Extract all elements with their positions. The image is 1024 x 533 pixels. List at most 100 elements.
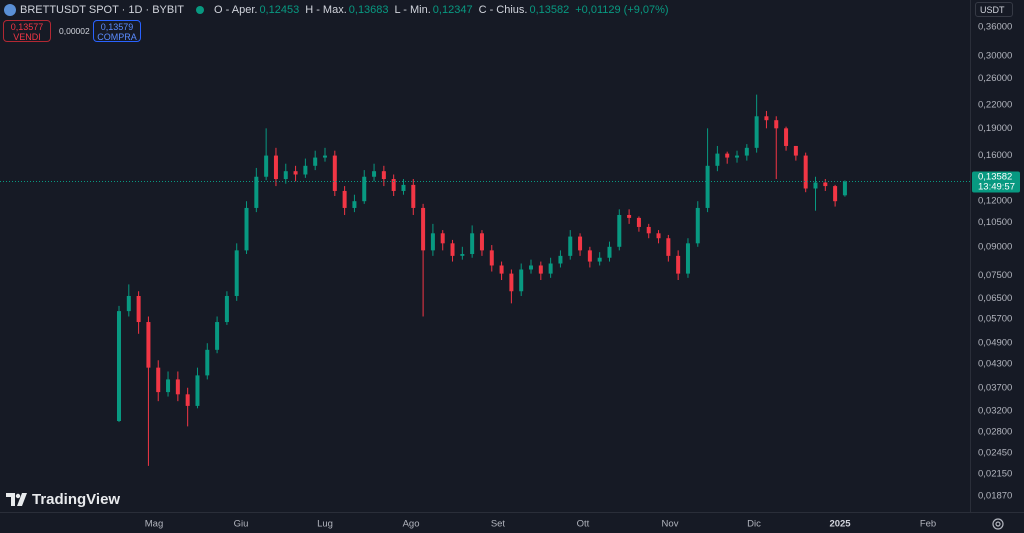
candle-body	[519, 269, 524, 292]
candle-body	[303, 165, 308, 175]
buy-button[interactable]: 0,13579 COMPRA	[93, 20, 141, 42]
candle-body	[116, 311, 121, 422]
candle-body	[499, 265, 504, 274]
y-tick-label: 0,05700	[978, 314, 1012, 325]
candle-body	[735, 155, 740, 158]
currency-button[interactable]: USDT	[975, 2, 1013, 17]
candle-body	[793, 145, 798, 156]
candle-body	[450, 243, 455, 256]
candle-body	[705, 165, 710, 208]
y-tick-label: 0,26000	[978, 73, 1012, 84]
y-tick-label: 0,30000	[978, 50, 1012, 61]
price-tag-countdown: 13:49:57	[978, 182, 1015, 193]
candle-body	[715, 153, 720, 166]
candle-body	[607, 246, 612, 258]
candle-body	[725, 153, 730, 158]
candle-body	[842, 181, 847, 196]
candle-body	[617, 214, 622, 247]
ohlc-label: O - Aper.	[214, 3, 258, 16]
ohlc-value: 0,12453	[259, 3, 300, 16]
candle-body	[283, 171, 288, 180]
candle-body	[342, 190, 347, 208]
ohlc-values: O - Aper. 0,12453 H - Max. 0,13683 L - Min. 0…	[214, 4, 575, 16]
candle-body	[587, 250, 592, 262]
candle-body	[362, 176, 367, 202]
candle-body	[627, 214, 632, 218]
price-tag	[972, 171, 1020, 193]
candle-body	[293, 171, 298, 175]
buy-price: 0,13579	[100, 22, 134, 32]
ohlc-label: L - Min.	[394, 3, 431, 16]
candle-body	[411, 184, 416, 208]
candle-body	[823, 182, 828, 187]
candle-body	[529, 265, 534, 270]
candle-body	[568, 236, 573, 256]
y-tick-label: 0,03700	[978, 382, 1012, 393]
y-tick-label: 0,19000	[978, 123, 1012, 134]
candle-body	[381, 171, 386, 180]
x-tick-label: Mag	[145, 519, 163, 530]
candle-body	[558, 255, 563, 264]
candle-body	[460, 254, 465, 256]
x-tick-label: Lug	[317, 519, 333, 530]
x-tick-label: Giu	[234, 519, 249, 530]
candle-body	[803, 155, 808, 189]
candle-body	[833, 186, 838, 202]
y-tick-label: 0,01870	[978, 490, 1012, 501]
ohlc-value: 0,13683	[348, 3, 389, 16]
candle-body	[578, 236, 583, 251]
candle-body	[666, 238, 671, 256]
ohlc-value: 0,13582	[529, 3, 570, 16]
candle-body	[372, 171, 377, 177]
candle-body	[656, 233, 661, 239]
y-tick-label: 0,06500	[978, 293, 1012, 304]
candle-body	[401, 184, 406, 191]
candle-body	[695, 207, 700, 244]
candle-body	[479, 233, 484, 251]
legend-header: BRETTUSDT SPOT · 1D · BYBIT O - Aper. 0,1…	[4, 2, 675, 17]
x-tick-label: Nov	[662, 519, 679, 530]
y-tick-label: 0,36000	[978, 22, 1012, 33]
candle-body	[636, 217, 641, 227]
candle-body	[264, 155, 269, 177]
candle-body	[313, 157, 318, 166]
sell-label: VENDI	[13, 32, 41, 42]
symbol-logo	[4, 3, 16, 16]
ohlc-value: 0,12347	[432, 3, 473, 16]
candle-body	[676, 255, 681, 274]
symbol-title[interactable]: BRETTUSDT SPOT · 1D · BYBIT	[20, 3, 185, 16]
candle-body	[430, 233, 435, 251]
candle-body	[813, 182, 818, 189]
candles	[116, 94, 847, 466]
candle-body	[175, 379, 180, 395]
candle-body	[146, 322, 151, 368]
candle-body	[538, 265, 543, 274]
candle-body	[156, 367, 161, 393]
settings-icon[interactable]	[992, 518, 1004, 530]
candle-body	[136, 295, 141, 323]
candle-body	[195, 375, 200, 406]
candle-body	[509, 273, 514, 292]
x-tick-label: Ott	[577, 519, 590, 530]
ohlc-label: H - Max.	[305, 3, 347, 16]
x-tick-label: Set	[491, 519, 506, 530]
buy-label: COMPRA	[97, 32, 137, 42]
y-tick-label: 0,02800	[978, 426, 1012, 437]
sell-price: 0,13577	[10, 22, 44, 32]
y-tick-label: 0,07500	[978, 270, 1012, 281]
candle-body	[215, 322, 220, 350]
y-tick-label: 0,02150	[978, 468, 1012, 479]
y-tick-label: 0,16000	[978, 150, 1012, 161]
sell-button[interactable]: 0,13577 VENDI	[3, 20, 51, 42]
y-tick-label: 0,04300	[978, 358, 1012, 369]
ohlc-label: C - Chius.	[478, 3, 528, 16]
candle-body	[421, 207, 426, 251]
brand-logo[interactable]: TradingView	[6, 491, 120, 508]
candle-body	[548, 263, 553, 274]
candle-body	[754, 116, 759, 148]
market-status	[196, 5, 205, 14]
candle-body	[440, 233, 445, 244]
